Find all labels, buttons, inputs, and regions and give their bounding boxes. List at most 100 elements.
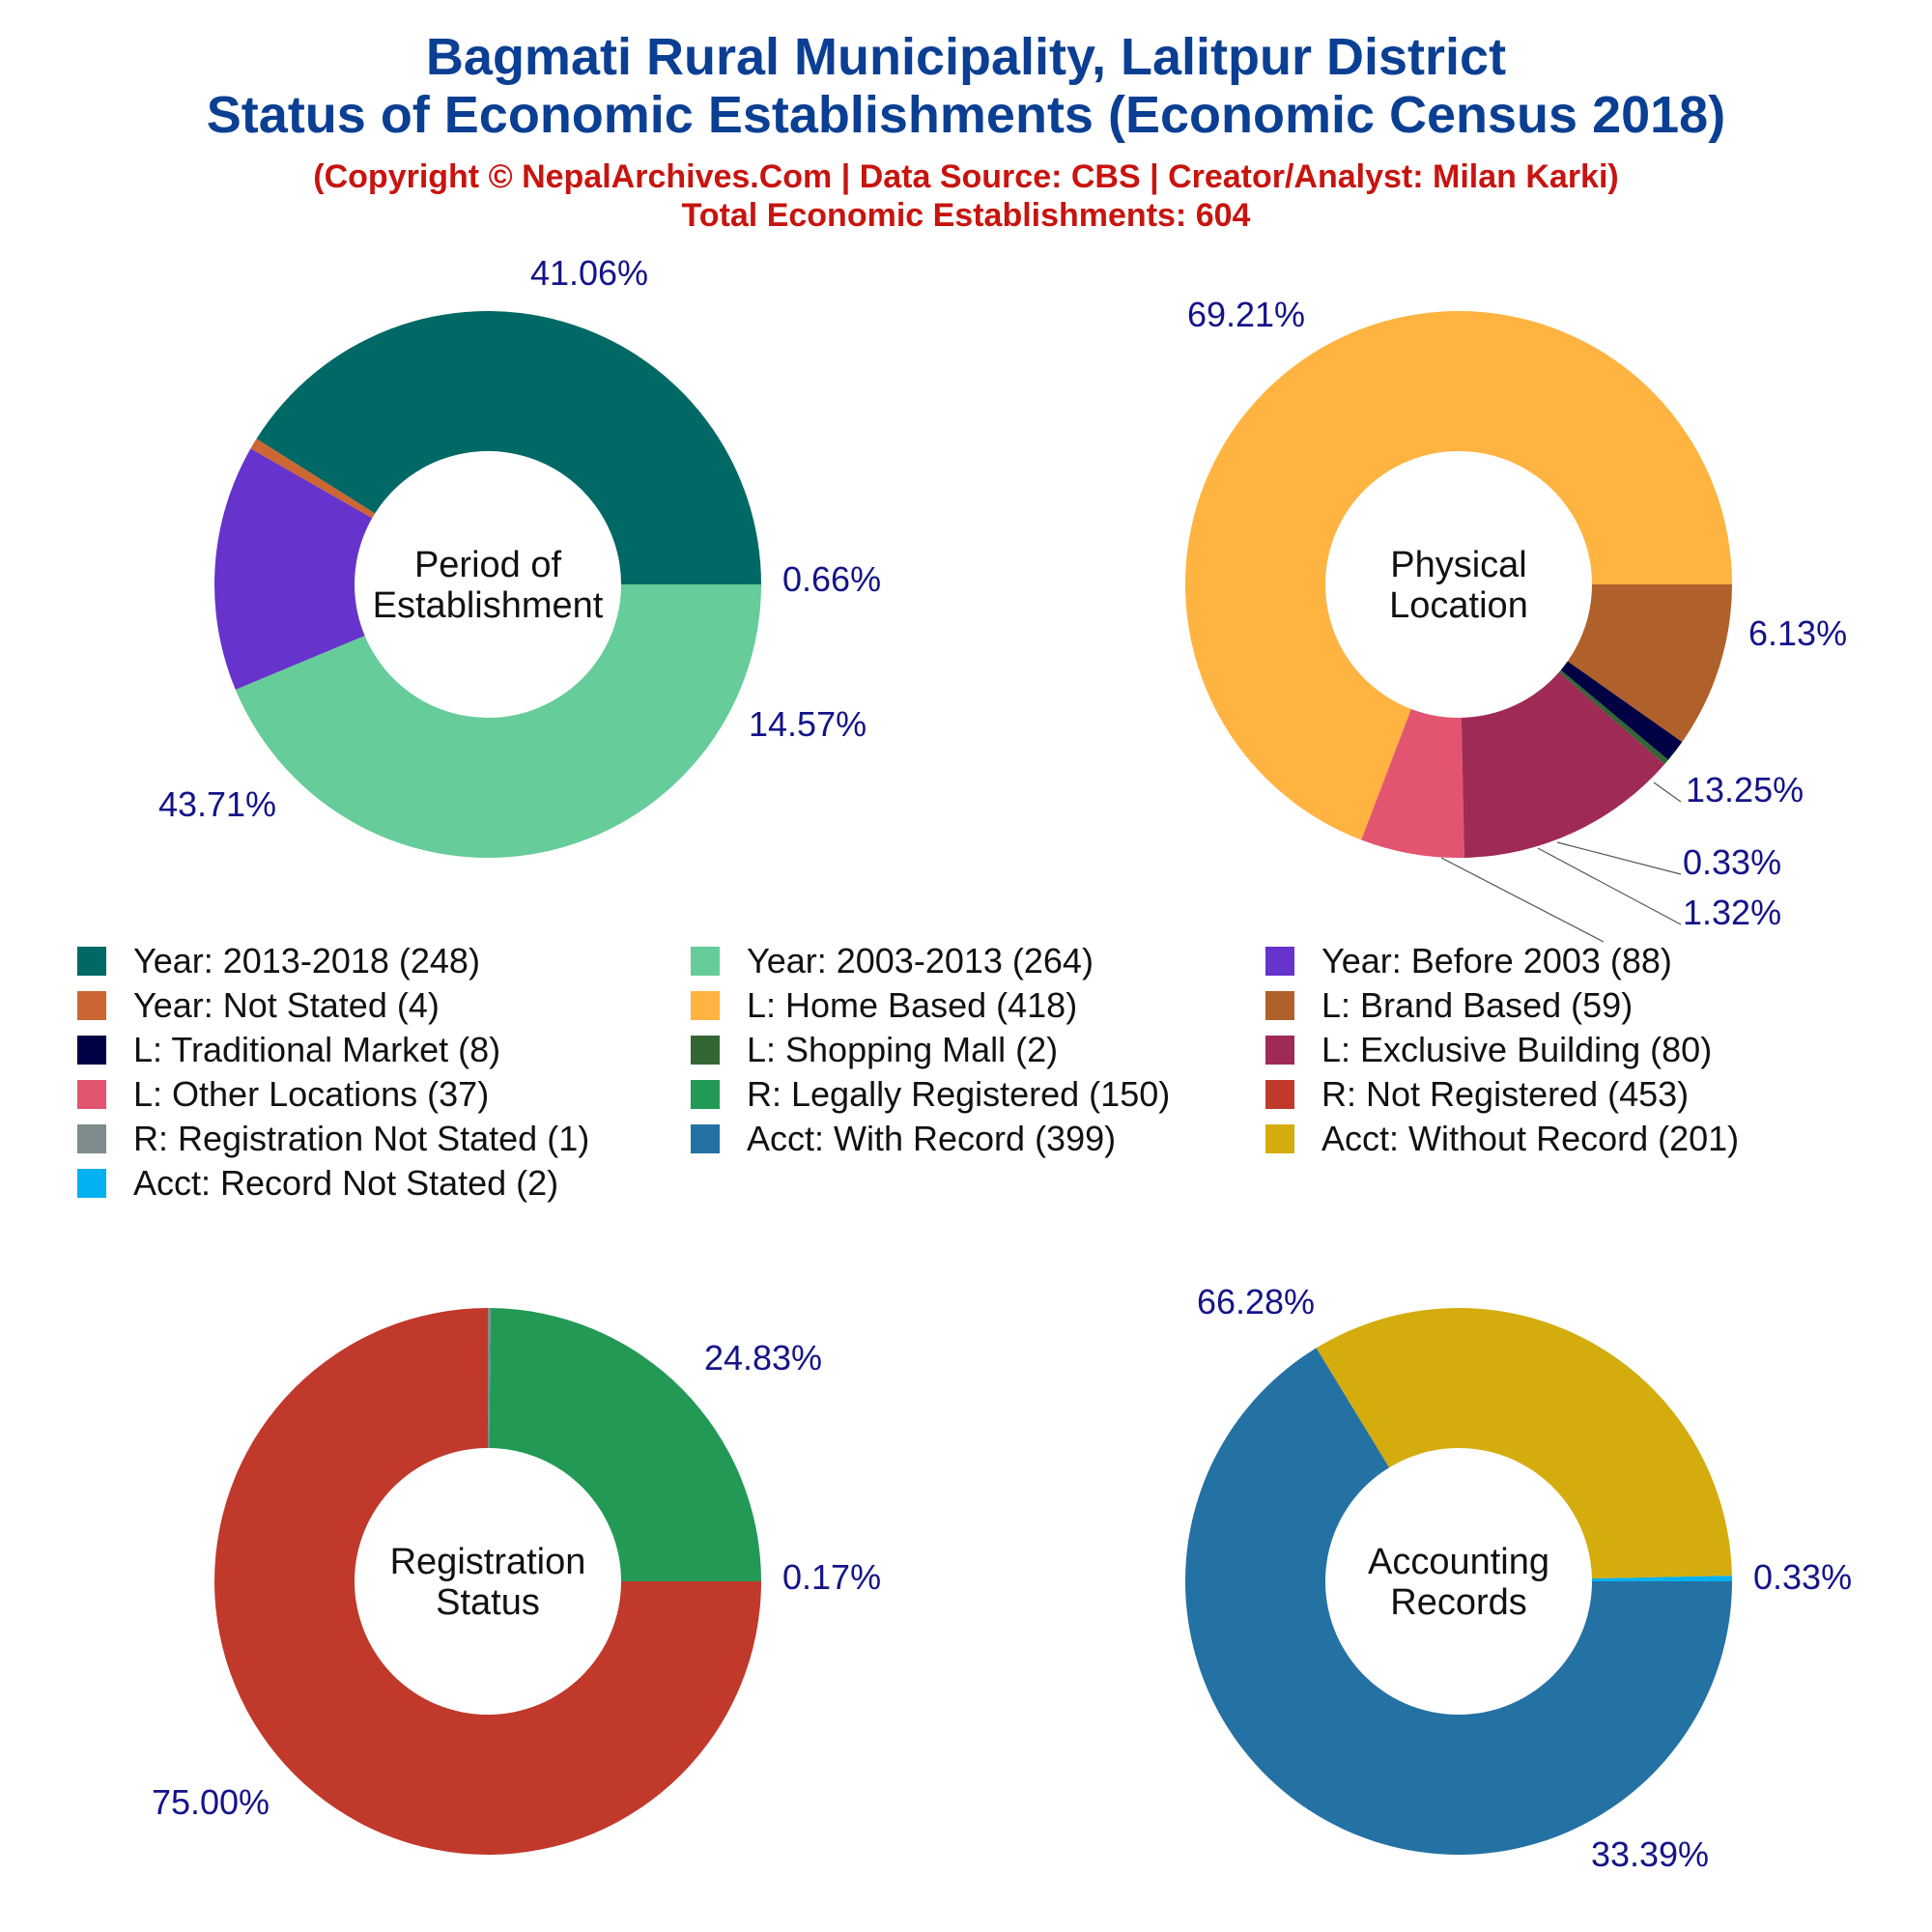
slice-4-2 [1316,1307,1732,1579]
slice-4-3 [1185,1348,1732,1855]
percent-label-2-4: 0.33% [1683,842,1781,882]
legend-label: Acct: Without Record (201) [1321,1119,1740,1158]
slice-2-1 [1184,310,1732,840]
slice-2-4 [1558,669,1669,765]
percent-label-1-4: 43.71% [158,784,276,824]
chart-title-line1: Bagmati Rural Municipality, Lalitpur Dis… [425,28,1507,86]
legend-label: L: Home Based (418) [747,985,1078,1025]
legend-item: L: Traditional Market (8) [77,1030,501,1069]
percent-label-4-3: 66.28% [1197,1282,1315,1321]
legend-swatch [77,1036,106,1065]
slice-1-4 [235,584,761,859]
slice-3-1 [489,1308,761,1581]
slice-2-6 [1567,584,1732,742]
slice-2-5 [1560,661,1683,760]
slice-1-3 [213,448,373,690]
percent-label-2-1: 69.21% [1187,295,1305,334]
center-label-3-1: Registration [390,1542,586,1582]
legend-label: Acct: Record Not Stated (2) [133,1163,559,1203]
legend-item: Year: 2013-2018 (248) [77,941,480,980]
slice-4-1 [1591,1576,1732,1581]
total-establishments-subtitle: Total Economic Establishments: 604 [681,197,1251,234]
legend-item: L: Exclusive Building (80) [1265,1030,1713,1069]
legend-label: L: Other Locations (37) [133,1074,490,1114]
legend-item: Year: 2003-2013 (264) [691,941,1094,980]
legend-item: R: Legally Registered (150) [691,1074,1171,1114]
slice-1-2 [250,439,376,519]
percent-label-2-3: 13.25% [1686,770,1804,810]
legend-item: Year: Not Stated (4) [77,985,440,1025]
legend-label: Year: 2003-2013 (264) [747,941,1094,980]
slice-2-3 [1461,671,1665,858]
legend-item: R: Registration Not Stated (1) [77,1119,590,1158]
center-label-1-2: Establishment [373,585,604,626]
center-label-4-1: Accounting [1368,1542,1549,1582]
percent-label-4-2: 33.39% [1591,1834,1709,1874]
percent-label-1-2: 0.66% [782,559,881,599]
percent-label-1-3: 14.57% [749,704,867,744]
legend-item: R: Not Registered (453) [1265,1074,1690,1114]
legend-swatch [1265,1036,1294,1065]
legend-label: L: Exclusive Building (80) [1321,1030,1713,1069]
center-label-2-2: Location [1389,585,1528,626]
slice-2-2 [1361,708,1464,859]
percent-label-3-3: 75.00% [152,1782,270,1822]
legend-swatch [691,1080,720,1109]
legend-swatch [77,1080,106,1109]
legend-item: L: Brand Based (59) [1265,985,1634,1025]
legend-item: Year: Before 2003 (88) [1265,941,1672,980]
leader-line-2-3 [1653,781,1682,803]
legend-label: Acct: With Record (399) [747,1119,1117,1158]
center-label-4-2: Records [1390,1582,1527,1623]
center-label-3-2: Status [436,1582,540,1623]
legend-item: Acct: Without Record (201) [1265,1119,1740,1158]
legend-label: Year: Before 2003 (88) [1321,941,1672,980]
legend-label: Year: Not Stated (4) [133,985,440,1025]
percent-label-1-1: 41.06% [530,253,648,293]
legend-swatch [77,947,106,976]
legend-swatch [77,1124,106,1153]
legend-item: Acct: With Record (399) [691,1119,1117,1158]
legend-swatch [691,947,720,976]
donut-chart-2: 69.21% 6.13% 13.25% 0.33% 1.32% PhysicalLocat… [1184,295,1847,943]
legend-swatch [77,991,106,1020]
copyright-subtitle: (Copyright © NepalArchives.Com | Data So… [313,158,1619,195]
legend-item: L: Other Locations (37) [77,1074,490,1114]
percent-label-4-1: 0.33% [1753,1557,1852,1597]
slice-1-1 [256,311,761,584]
legend-swatch [1265,991,1294,1020]
leader-line-2-6 [1440,857,1605,943]
leader-line-2-5 [1537,847,1682,925]
legend-item: L: Home Based (418) [691,985,1078,1025]
slice-3-2 [488,1308,491,1449]
percent-label-2-2: 6.13% [1748,613,1847,653]
legend-swatch [691,991,720,1020]
legend-label: L: Brand Based (59) [1321,985,1634,1025]
legend-label: R: Not Registered (453) [1321,1074,1690,1114]
donut-chart-1: 41.06% 0.66% 14.57% 43.71% Period ofEstablis… [158,253,881,859]
percent-label-3-1: 24.83% [704,1338,822,1378]
chart-title-line2: Status of Economic Establishments (Econo… [206,86,1726,144]
percent-label-3-2: 0.17% [782,1557,881,1597]
legend-item: L: Shopping Mall (2) [691,1030,1059,1069]
center-label-1-1: Period of [414,545,562,585]
legend-label: R: Registration Not Stated (1) [133,1119,590,1158]
percent-label-2-5: 1.32% [1683,893,1781,932]
legend-swatch [1265,1124,1294,1153]
leader-line-2-4 [1556,841,1682,875]
legend-label: L: Traditional Market (8) [133,1030,501,1069]
legend-item: Acct: Record Not Stated (2) [77,1163,559,1203]
legend-swatch [1265,1080,1294,1109]
legend-swatch [1265,947,1294,976]
legend-label: Year: 2013-2018 (248) [133,941,480,980]
legend-swatch [77,1169,106,1198]
slice-3-3 [214,1308,761,1855]
legend-label: R: Legally Registered (150) [747,1074,1171,1114]
center-label-2-1: Physical [1390,545,1527,585]
legend-swatch [691,1124,720,1153]
legend-label: L: Shopping Mall (2) [747,1030,1059,1069]
legend-swatch [691,1036,720,1065]
